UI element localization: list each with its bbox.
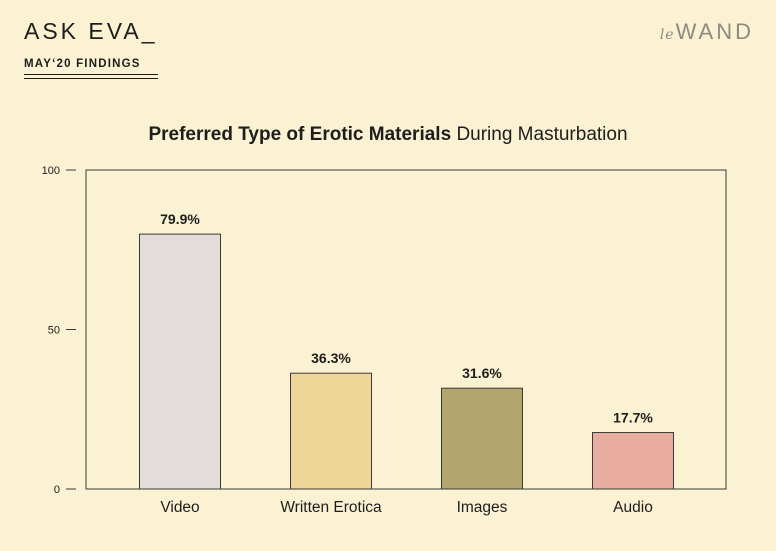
x-tick-label: Images <box>457 499 508 516</box>
brand-logo: leWAND <box>660 19 754 45</box>
bar <box>441 387 523 490</box>
y-tick-label: 50 <box>48 325 60 337</box>
y-tick-label: 0 <box>54 484 60 496</box>
subtitle-block: MAY‘20 FINDINGS <box>24 58 158 79</box>
bar <box>592 432 674 490</box>
plot-frame <box>85 169 727 490</box>
brand-title: ASK EVA_ <box>24 18 158 44</box>
chart-title-bold: Preferred Type of Erotic Materials <box>148 124 452 145</box>
bar <box>139 233 221 490</box>
x-tick-label: Audio <box>613 499 653 516</box>
data-label: 79.9% <box>160 211 200 227</box>
x-tick-label: Written Erotica <box>280 499 382 516</box>
logo-main: WAND <box>675 19 754 44</box>
logo-prefix: le <box>659 27 675 43</box>
chart-title: Preferred Type of Erotic Materials Durin… <box>0 124 776 146</box>
subtitle-underline <box>24 78 158 79</box>
x-tick-label: Video <box>160 499 199 516</box>
data-label: 17.7% <box>613 410 653 426</box>
bar <box>290 372 372 490</box>
chart-title-regular: During Masturbation <box>456 124 628 145</box>
subtitle: MAY‘20 FINDINGS <box>24 58 158 75</box>
data-label: 31.6% <box>462 365 502 381</box>
y-tick-label: 100 <box>42 165 60 177</box>
data-label: 36.3% <box>311 350 351 366</box>
